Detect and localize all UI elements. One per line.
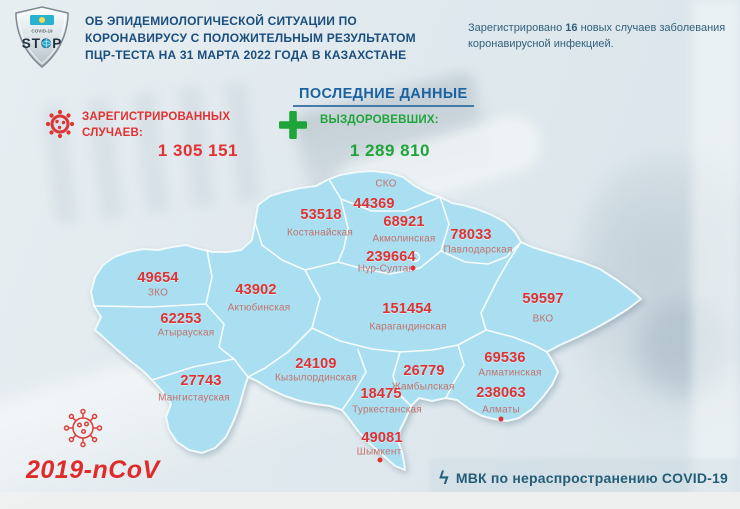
region-value: 69536 bbox=[484, 350, 526, 366]
region-name: Кызылординская bbox=[275, 372, 357, 384]
region-value: 78033 bbox=[450, 227, 492, 243]
region-value: 26779 bbox=[403, 363, 445, 379]
region-value: 43902 bbox=[235, 282, 277, 298]
region-name: Мангистауская bbox=[158, 392, 230, 404]
region-name: Карагандинская bbox=[369, 321, 447, 333]
logo-stop-label: STOP bbox=[22, 36, 63, 51]
region-value: 44369 bbox=[353, 196, 395, 212]
city-marker-dot bbox=[410, 265, 416, 271]
recovered-label: ВЫЗДОРОВЕВШИХ: bbox=[320, 114, 439, 126]
region-name: Туркестанская bbox=[352, 404, 422, 416]
region-name: ВКО bbox=[532, 313, 554, 325]
logo-covid-label: COVID-19 bbox=[31, 29, 53, 34]
title-line-3: ПЦР-ТЕСТА НА 31 МАРТА 2022 ГОДА В КАЗАХС… bbox=[85, 48, 407, 63]
region-name: Атырауская bbox=[157, 327, 215, 339]
new-cases-suffix: новых случаев заболевания коронавирусной… bbox=[468, 22, 726, 50]
region-value: 27743 bbox=[180, 373, 222, 389]
region-value: 49654 bbox=[137, 270, 179, 286]
new-cases-prefix: Зарегистрировано bbox=[468, 22, 566, 34]
coronavirus-outline-icon bbox=[63, 408, 103, 448]
stop-covid-shield-logo: COVID-19 STOP bbox=[15, 6, 69, 68]
region-name: Павлодарская bbox=[443, 244, 513, 256]
new-cases-count: 16 bbox=[565, 22, 578, 34]
region-name: Алматы bbox=[482, 404, 520, 416]
region-value: 49081 bbox=[361, 430, 403, 446]
region-name: Жамбылская bbox=[391, 381, 455, 393]
region-name: Акмолинская bbox=[372, 233, 436, 245]
region-name: Алматинская bbox=[478, 367, 542, 379]
region-name: Актюбинская bbox=[227, 302, 291, 314]
mvk-footer: ϟ МВК по нераспространению COVID-19 bbox=[439, 469, 728, 487]
city-marker-dot bbox=[498, 416, 504, 422]
country-shape bbox=[90, 170, 642, 471]
title-line-1: ОБ ЭПИДЕМИОЛОГИЧЕСКОЙ СИТУАЦИИ ПО bbox=[85, 14, 357, 28]
region-value: 151454 bbox=[382, 301, 432, 317]
region-value: 59597 bbox=[522, 291, 564, 307]
region-borders bbox=[93, 180, 548, 411]
region-value: 238063 bbox=[476, 385, 526, 401]
region-value: 68921 bbox=[383, 214, 425, 230]
region-value: 18475 bbox=[360, 386, 402, 402]
registered-cases-value: 1 305 151 bbox=[157, 141, 238, 160]
region-name: Нур-Султан bbox=[357, 263, 415, 275]
region-value: 53518 bbox=[300, 207, 342, 223]
recovered-value: 1 289 810 bbox=[349, 141, 430, 160]
latest-data-heading: ПОСЛЕДНИЕ ДАННЫЕ bbox=[293, 86, 474, 107]
lightning-icon: ϟ bbox=[439, 468, 449, 488]
registered-cases-label: ЗАРЕГИСТРИРОВАННЫХ СЛУЧАЕВ: bbox=[82, 111, 231, 139]
plus-icon bbox=[279, 111, 307, 139]
region-name: ЗКО bbox=[147, 287, 169, 299]
region-value: 62253 bbox=[160, 311, 202, 327]
nur-sultan-city-boundary bbox=[409, 251, 421, 263]
mvk-label: МВК по нераспространению COVID-19 bbox=[455, 470, 728, 486]
title-line-2: КОРОНАВИРУСУ С ПОЛОЖИТЕЛЬНЫМ РЕЗУЛЬТАТОМ bbox=[85, 31, 416, 46]
region-value: 239664 bbox=[366, 249, 416, 265]
new-cases-note: Зарегистрировано 16 новых случаев заболе… bbox=[468, 21, 730, 53]
region-name: Костанайская bbox=[286, 227, 354, 239]
region-value: 24109 bbox=[295, 356, 337, 372]
city-marker-dot bbox=[377, 457, 383, 463]
virus-icon bbox=[45, 109, 75, 139]
region-name: СКО bbox=[375, 178, 397, 190]
region-name: Шымкент bbox=[356, 446, 402, 458]
page-title: ОБ ЭПИДЕМИОЛОГИЧЕСКОЙ СИТУАЦИИ ПО КОРОНА… bbox=[85, 13, 480, 64]
ncov-label: 2019-nCoV bbox=[26, 456, 160, 484]
